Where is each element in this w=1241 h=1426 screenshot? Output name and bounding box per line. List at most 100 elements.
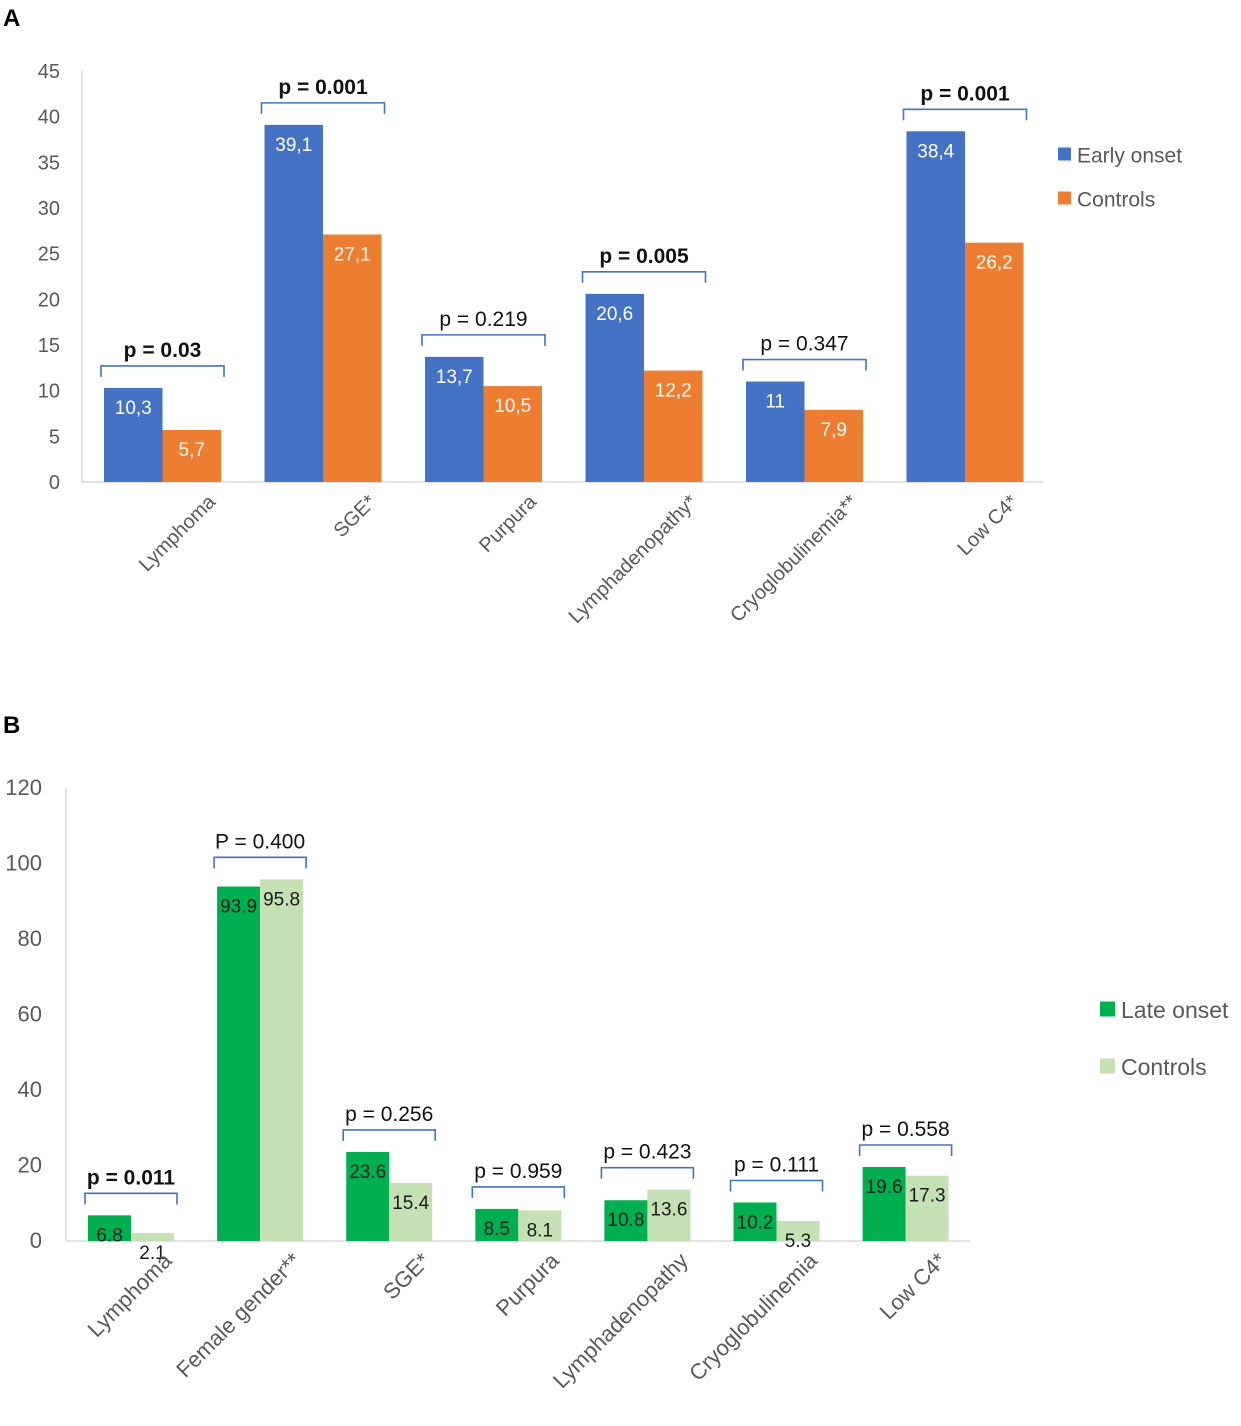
p-value-label: p = 0.347 — [760, 333, 848, 356]
p-value-label: p = 0.03 — [124, 339, 202, 362]
legend-label: Early onset — [1077, 144, 1182, 167]
p-value-label: p = 0.959 — [474, 1160, 562, 1183]
data-label: 11 — [765, 392, 785, 413]
x-category-label: Cryoglobulinemia** — [726, 491, 862, 627]
p-value-bracket — [213, 856, 307, 869]
data-label: 5.3 — [785, 1231, 811, 1252]
bar-primary — [475, 1208, 519, 1241]
data-label: 20,6 — [596, 304, 633, 325]
y-tick-label: 15 — [38, 335, 60, 357]
bar-primary — [217, 886, 261, 1241]
y-tick-label: 100 — [5, 851, 42, 876]
x-category-label: Female gender** — [171, 1248, 306, 1383]
data-label: 12,2 — [655, 381, 692, 402]
p-value-label: p = 0.011 — [87, 1166, 175, 1189]
data-label: 93.9 — [220, 897, 257, 918]
p-value-bracket — [742, 358, 867, 371]
legend-label: Controls — [1121, 1054, 1207, 1080]
legend-swatch — [1100, 1001, 1115, 1017]
x-category-label: Lymphadenopathy — [548, 1248, 693, 1393]
bar-controls — [647, 1189, 691, 1241]
p-value-bracket — [84, 1192, 178, 1205]
p-value-label: p = 0.005 — [599, 245, 689, 268]
y-tick-label: 40 — [38, 107, 60, 129]
data-label: 38,4 — [917, 141, 954, 162]
bar-controls — [518, 1210, 562, 1241]
y-tick-label: 40 — [18, 1077, 42, 1102]
p-value-label: p = 0.423 — [603, 1141, 691, 1164]
p-value-bracket — [581, 271, 707, 283]
x-category-label: Lymphoma — [82, 1247, 177, 1342]
legend-label: Controls — [1077, 188, 1155, 211]
p-value-bracket — [421, 334, 546, 346]
data-label: 2.1 — [139, 1243, 165, 1264]
data-label: 19.6 — [866, 1177, 903, 1198]
y-tick-label: 0 — [49, 472, 60, 494]
bar-primary — [585, 293, 644, 482]
y-tick-label: 25 — [38, 244, 60, 266]
bar-controls — [323, 234, 382, 482]
x-category-label: Low C4* — [954, 491, 1023, 560]
bar-primary — [88, 1215, 131, 1241]
x-category-label: Lymphoma — [135, 490, 221, 576]
bar-primary — [746, 381, 805, 482]
x-category-label: Cryoglobulinemia — [684, 1247, 822, 1385]
y-tick-label: 20 — [38, 289, 60, 311]
p-value-bracket — [342, 1129, 436, 1141]
data-label: 13,7 — [436, 367, 473, 388]
x-category-label: SGE* — [378, 1248, 435, 1305]
y-tick-label: 10 — [38, 381, 60, 403]
p-value-label: P = 0.400 — [215, 830, 305, 853]
p-value-label: p = 0.256 — [345, 1103, 433, 1126]
bar-controls — [131, 1233, 174, 1241]
data-label: 15.4 — [392, 1193, 429, 1214]
p-value-label: p = 0.219 — [439, 308, 527, 331]
p-value-label: p = 0.001 — [278, 76, 368, 99]
panel-a-label: A — [3, 5, 20, 32]
y-tick-label: 60 — [18, 1002, 42, 1027]
bar-controls — [804, 409, 863, 482]
p-value-bracket — [471, 1186, 566, 1198]
data-label: 10.2 — [737, 1212, 774, 1233]
data-label: 10,5 — [494, 396, 531, 417]
bar-controls — [644, 370, 703, 482]
data-label: 23.6 — [349, 1162, 386, 1183]
data-label: 95.8 — [263, 889, 300, 910]
legend-label: Late onset — [1121, 997, 1229, 1023]
bar-primary — [425, 356, 484, 482]
p-value-bracket — [600, 1166, 695, 1179]
bar-controls — [162, 429, 221, 482]
bar-primary — [264, 124, 323, 483]
y-tick-label: 20 — [18, 1153, 42, 1178]
p-value-bracket — [729, 1179, 824, 1192]
p-value-bracket — [858, 1144, 953, 1157]
y-tick-label: 0 — [30, 1228, 42, 1253]
data-label: 26,2 — [976, 253, 1013, 274]
x-category-label: Purpura — [491, 1247, 565, 1321]
data-label: 10,3 — [115, 398, 152, 419]
data-label: 17.3 — [909, 1186, 946, 1207]
panel-b-label: B — [3, 712, 20, 739]
data-label: 10.8 — [607, 1210, 644, 1231]
x-category-label: SGE* — [330, 491, 381, 542]
p-value-label: p = 0.558 — [862, 1118, 950, 1141]
bar-controls — [776, 1220, 820, 1241]
data-label: 5,7 — [179, 440, 205, 461]
y-tick-label: 35 — [38, 152, 60, 174]
y-tick-label: 30 — [38, 198, 60, 220]
y-tick-label: 45 — [38, 61, 60, 83]
bar-controls — [260, 879, 304, 1241]
chart-a: 0 5 10 15 20 25 30 35 40 45 10,3 5,7 p = 0.03 Lymphom… — [38, 61, 1182, 628]
data-label: 39,1 — [275, 135, 312, 156]
p-value-bracket — [100, 365, 225, 377]
legend-swatch — [1058, 191, 1071, 205]
chart-b: 0 20 40 60 80 100 120 6.8 2.1 p = 0.011 Lymphoma 93… — [5, 775, 1229, 1393]
y-tick-label: 5 — [49, 426, 60, 448]
data-label: 13.6 — [650, 1200, 687, 1221]
bar-primary — [104, 387, 163, 482]
bar-controls — [965, 242, 1024, 482]
bar-controls — [483, 386, 542, 482]
bar-primary — [346, 1151, 390, 1241]
y-tick-label: 80 — [18, 926, 42, 951]
